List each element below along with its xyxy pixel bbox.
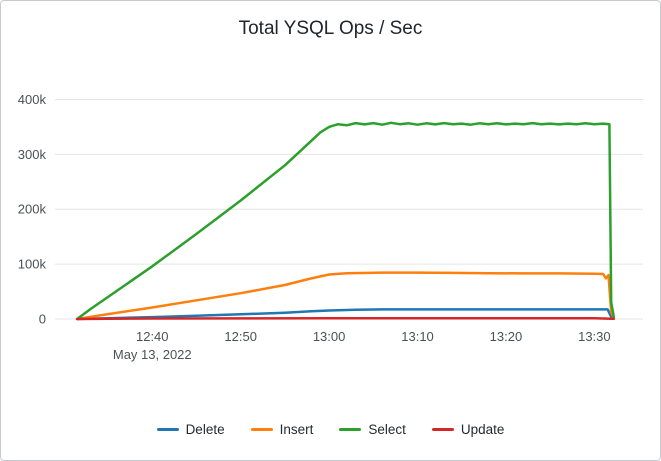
legend-label: Update [460, 422, 505, 437]
x-date-label: May 13, 2022 [113, 347, 192, 362]
series-line-delete [75, 308, 616, 321]
legend-swatch-delete [156, 428, 179, 431]
x-tick-label: 13:10 [401, 329, 434, 344]
x-tick-label: 12:40 [136, 329, 169, 344]
legend-label: Delete [185, 422, 225, 437]
legend-item-delete[interactable]: Delete [156, 422, 225, 437]
series-line-insert [75, 271, 616, 321]
legend-swatch-update [431, 428, 454, 431]
legend-swatch-insert [250, 428, 273, 431]
x-tick-label: 13:20 [490, 329, 523, 344]
chart-svg[interactable]: 0 100k 200k 300k 400k 12:40 12:50 13:00 13:10 13:… [3, 51, 658, 366]
x-tick-label: 13:30 [578, 329, 611, 344]
legend: Delete Insert Select Update [1, 422, 660, 437]
legend-item-select[interactable]: Select [339, 422, 406, 437]
legend-label: Insert [279, 422, 314, 437]
legend-label: Select [368, 422, 406, 437]
x-tick-label: 12:50 [224, 329, 257, 344]
y-tick-label: 0 [39, 312, 46, 327]
legend-item-insert[interactable]: Insert [250, 422, 314, 437]
x-tick-label: 13:00 [313, 329, 346, 344]
y-tick-label: 200k [18, 202, 47, 217]
y-tick-label: 100k [18, 257, 47, 272]
legend-item-update[interactable]: Update [431, 422, 505, 437]
legend-swatch-select [339, 428, 362, 431]
series-line-select [75, 121, 616, 321]
chart-title: Total YSQL Ops / Sec [238, 18, 423, 39]
series-line-update [75, 317, 616, 321]
y-tick-label: 300k [18, 147, 47, 162]
y-tick-label: 400k [18, 92, 47, 107]
